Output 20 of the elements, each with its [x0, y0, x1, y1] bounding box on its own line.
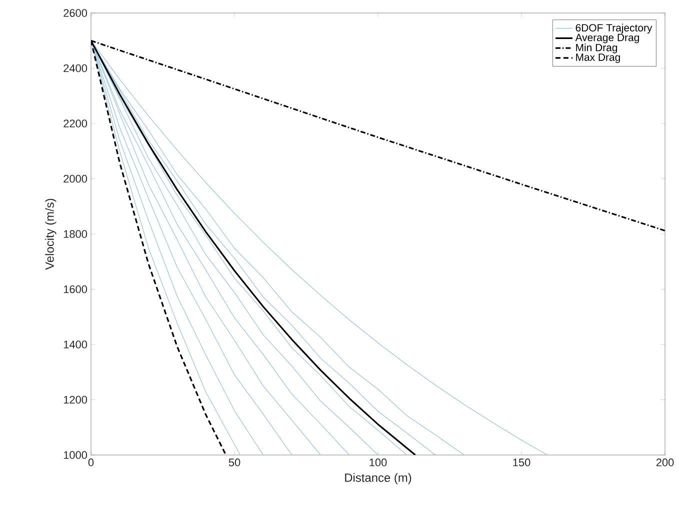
x-tick-label: 0: [88, 458, 94, 466]
y-axis-title: Velocity (m/s): [45, 198, 56, 270]
legend-label: Max Drag: [576, 54, 620, 64]
y-tick-label: 1600: [64, 285, 88, 294]
y-tick-label: 2400: [64, 64, 88, 72]
y-tick-label: 1200: [64, 396, 88, 404]
y-tick-label: 2600: [64, 9, 88, 17]
y-tick-label: 1400: [64, 340, 88, 348]
legend-label: Average Drag: [575, 34, 639, 44]
x-tick-label: 150: [513, 458, 530, 466]
y-tick-label: 1000: [64, 451, 88, 459]
x-tick-label: 50: [228, 458, 240, 466]
y-tick-label: 1800: [64, 230, 88, 238]
legend-label: Min Drag: [576, 44, 618, 54]
x-tick-label: 200: [656, 458, 674, 466]
x-tick-label: 100: [370, 458, 387, 466]
y-tick-label: 2000: [64, 174, 88, 183]
x-axis-title: Distance (m): [345, 473, 412, 484]
legend-label: 6DOF Trajectory: [576, 24, 652, 34]
y-tick-label: 2200: [64, 120, 88, 128]
